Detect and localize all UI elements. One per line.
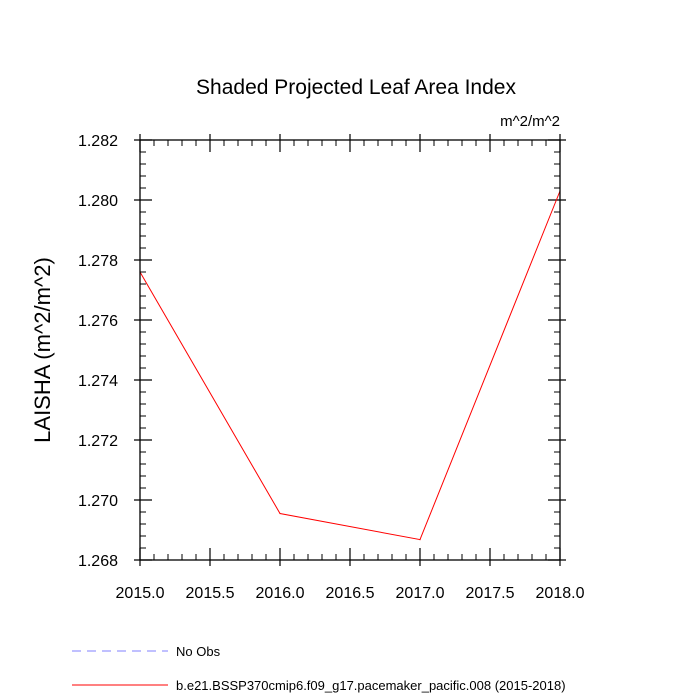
x-tick-label: 2018.0 — [536, 585, 585, 602]
y-tick-label: 1.282 — [78, 133, 118, 150]
tick-labels: 2015.0 2015.5 2016.0 2016.5 2017.0 2017.5 2018… — [78, 133, 585, 602]
legend: No Obs b.e21.BSSP370cmip6.f09_g17.pacemak… — [72, 644, 566, 693]
x-tick-label: 2017.0 — [396, 585, 445, 602]
x-tick-label: 2015.0 — [116, 585, 165, 602]
legend-label: No Obs — [176, 644, 221, 659]
x-tick-label: 2016.0 — [256, 585, 305, 602]
chart-title: Shaded Projected Leaf Area Index — [196, 76, 516, 99]
series-line-1 — [139, 190, 561, 541]
data-point — [419, 539, 421, 541]
y-axis-label: LAISHA (m^2/m^2) — [30, 257, 55, 443]
x-tick-label: 2017.5 — [466, 585, 515, 602]
y-tick-label: 1.268 — [78, 553, 118, 570]
x-tick-label: 2016.5 — [326, 585, 375, 602]
data-point — [279, 512, 281, 515]
y-tick-label: 1.274 — [78, 373, 118, 390]
y-tick-label: 1.276 — [78, 313, 118, 330]
units-label: m^2/m^2 — [500, 113, 560, 130]
y-tick-label: 1.270 — [78, 493, 118, 510]
legend-label: b.e21.BSSP370cmip6.f09_g17.pacemaker_pac… — [176, 678, 566, 693]
y-tick-label: 1.272 — [78, 433, 118, 450]
x-tick-label: 2015.5 — [186, 585, 235, 602]
series-lines — [139, 190, 561, 541]
plot-frame — [139, 139, 561, 561]
y-tick-label: 1.280 — [78, 193, 118, 210]
axis-ticks — [134, 134, 566, 566]
y-tick-label: 1.278 — [78, 253, 118, 270]
